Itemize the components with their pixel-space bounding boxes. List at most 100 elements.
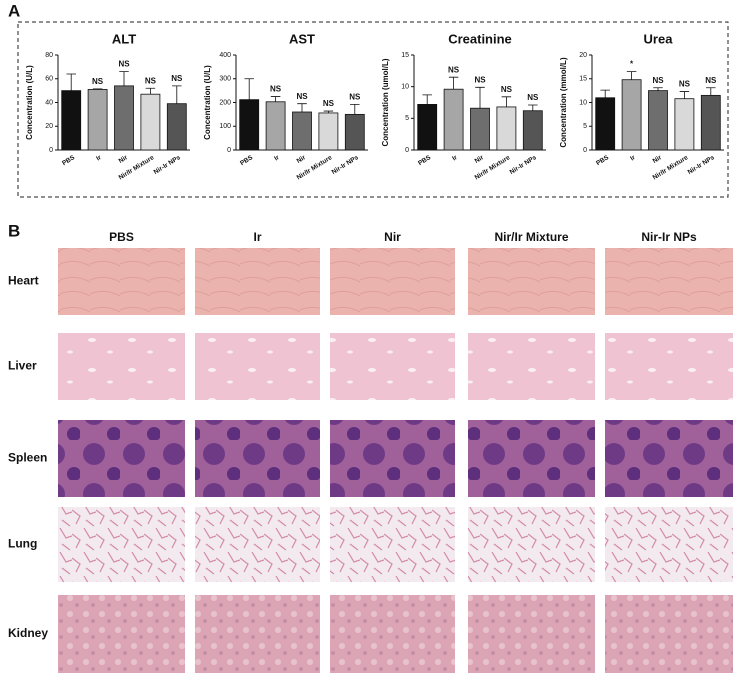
bar: [443, 88, 464, 151]
y-tick-label: 5: [583, 123, 587, 130]
error-bar: [679, 91, 690, 99]
bar: [292, 111, 312, 151]
y-axis-label: Concentration (U/L): [203, 65, 212, 140]
y-tick-label: 5: [405, 115, 409, 122]
x-tick-label: PBS: [61, 154, 77, 167]
error-bar: [528, 104, 538, 111]
y-tick-label: 0: [49, 147, 53, 154]
row-label: Heart: [8, 274, 39, 288]
histology-image: [58, 248, 185, 315]
row-label: Spleen: [8, 451, 47, 465]
significance-label: NS: [323, 99, 335, 108]
significance-label: NS: [448, 65, 460, 74]
y-tick-label: 15: [579, 76, 587, 83]
error-bar: [323, 110, 334, 113]
error-bar: [626, 71, 637, 80]
bar: [700, 94, 721, 151]
significance-label: NS: [118, 60, 130, 69]
error-bar: [172, 85, 182, 104]
significance-label: *: [630, 60, 634, 69]
histology-image: [605, 595, 733, 673]
bar: [166, 103, 187, 151]
y-tick-label: 60: [45, 76, 53, 83]
histology-image: [330, 420, 455, 497]
significance-label: NS: [296, 92, 308, 101]
y-tick-label: 40: [45, 99, 53, 106]
panel-label: A: [8, 1, 20, 20]
histology-image: [58, 507, 185, 582]
bar: [239, 99, 260, 151]
significance-label: NS: [145, 76, 157, 85]
x-tick-label: Ir: [451, 154, 459, 162]
panel-label: B: [8, 221, 20, 240]
chart-title: Creatinine: [448, 31, 512, 46]
bar: [674, 98, 695, 151]
error-bar: [66, 73, 76, 91]
histology-image: [58, 420, 185, 497]
bar: [648, 90, 668, 151]
histology-image: [468, 248, 595, 315]
histology-image: [605, 507, 733, 582]
error-bar: [297, 103, 307, 112]
y-tick-label: 20: [45, 123, 53, 130]
y-axis-label: Concentration (umol/L): [381, 58, 390, 146]
histology-image: [195, 420, 320, 497]
y-tick-label: 400: [219, 52, 231, 59]
y-tick-label: 0: [405, 147, 409, 154]
x-tick-label: Nir: [296, 154, 308, 165]
y-tick-label: 15: [401, 52, 409, 59]
significance-label: NS: [679, 80, 691, 89]
bar: [522, 110, 543, 151]
error-bar: [475, 86, 485, 109]
y-tick-label: 200: [219, 99, 231, 106]
histology-image: [330, 507, 455, 582]
column-label: Nir/Ir Mixture: [494, 230, 568, 244]
histology-image: [330, 595, 455, 673]
significance-label: NS: [652, 76, 664, 85]
histology-image: [605, 333, 733, 400]
error-bar: [244, 78, 254, 100]
error-bar: [706, 87, 716, 96]
y-tick-label: 80: [45, 52, 53, 59]
significance-label: NS: [527, 93, 539, 102]
column-label: Nir: [384, 230, 401, 244]
significance-label: NS: [92, 77, 104, 86]
chart-title: AST: [289, 31, 315, 46]
y-axis-label: Concentration (mmol/L): [559, 57, 568, 148]
row-label: Lung: [8, 537, 37, 551]
y-axis-label: Concentration (U/L): [25, 65, 34, 140]
x-tick-label: Nir-Ir NPs: [509, 154, 538, 176]
significance-label: NS: [349, 93, 361, 102]
bar: [140, 93, 161, 151]
bar: [595, 97, 616, 151]
y-tick-label: 300: [219, 76, 231, 83]
x-tick-label: Nir: [118, 154, 130, 165]
histology-image: [58, 595, 185, 673]
error-bar: [92, 88, 103, 90]
chart-title: Urea: [644, 31, 674, 46]
significance-label: NS: [171, 74, 183, 83]
column-label: PBS: [109, 230, 134, 244]
histology-image: [468, 507, 595, 582]
error-bar: [600, 89, 610, 98]
histology-image: [195, 248, 320, 315]
bar: [61, 90, 82, 151]
bar: [344, 113, 365, 151]
histology-image: [468, 333, 595, 400]
x-tick-label: Ir: [629, 154, 637, 162]
histology-image: [605, 420, 733, 497]
y-tick-label: 100: [219, 123, 231, 130]
x-tick-label: Nir-Ir NPs: [687, 154, 716, 176]
chart-title: ALT: [112, 31, 136, 46]
y-tick-label: 0: [583, 147, 587, 154]
bar: [114, 85, 134, 151]
significance-label: NS: [270, 85, 282, 94]
histology-image: [195, 507, 320, 582]
x-tick-label: Ir: [95, 154, 103, 162]
error-bar: [119, 71, 129, 86]
x-tick-label: Nir-Ir NPs: [331, 154, 360, 176]
row-label: Kidney: [8, 626, 48, 640]
error-bar: [448, 76, 459, 90]
x-tick-label: PBS: [595, 154, 611, 167]
